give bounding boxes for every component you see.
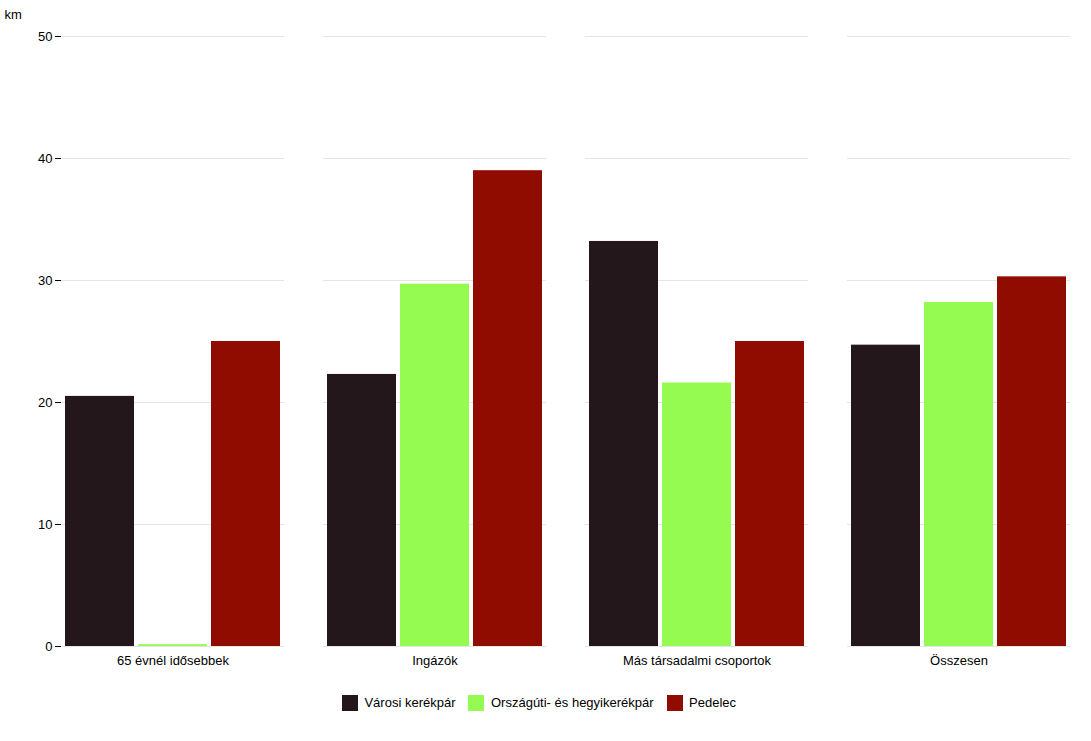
svg-text:65 évnél idősebbek: 65 évnél idősebbek — [117, 653, 230, 668]
svg-text:30: 30 — [38, 273, 52, 288]
svg-text:0: 0 — [45, 639, 52, 654]
svg-text:40: 40 — [38, 151, 52, 166]
svg-text:Összesen: Összesen — [930, 653, 988, 668]
html-text:Országúti- és hegyikerékpár: Országúti- és hegyikerékpár — [491, 695, 654, 710]
svg-text:Más társadalmi csoportok: Más társadalmi csoportok — [623, 653, 772, 668]
svg-text:Ingázók: Ingázók — [412, 653, 458, 668]
svg-text:50: 50 — [38, 29, 52, 44]
html-text:Pedelec: Pedelec — [689, 695, 736, 710]
html-text:Városi kerékpár: Városi kerékpár — [364, 695, 456, 710]
svg-text:20: 20 — [38, 395, 52, 410]
svg-text:km: km — [5, 7, 22, 22]
svg-text:10: 10 — [38, 517, 52, 532]
